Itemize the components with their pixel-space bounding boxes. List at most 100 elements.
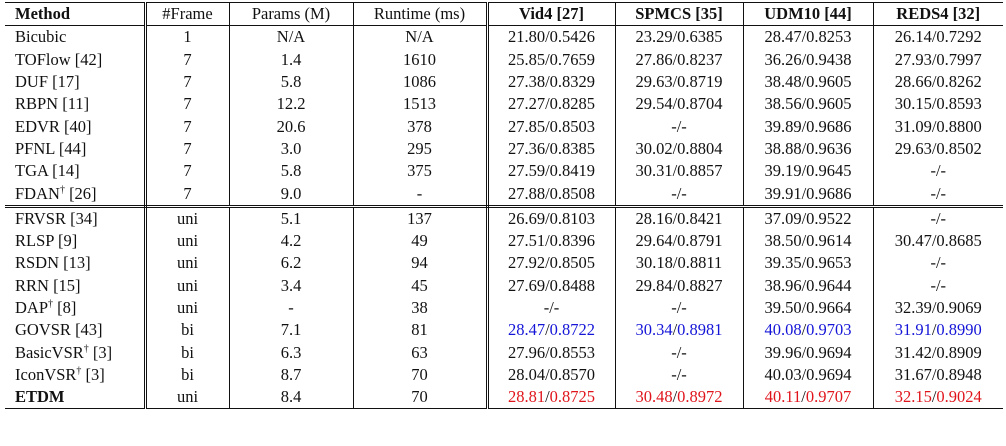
- runtime-cell: 94: [353, 252, 489, 275]
- reds4-cell: 29.63/0.8502: [873, 138, 1003, 160]
- psnr-value: 30.02: [635, 138, 673, 158]
- value-separator: /: [801, 320, 807, 340]
- method-ref: [14]: [48, 161, 80, 181]
- vid4-cell: 27.96/0.8553: [487, 341, 616, 364]
- method-cell: ETDM: [5, 386, 147, 410]
- ssim-value: 0.9636: [806, 138, 852, 158]
- value-separator: /: [672, 138, 678, 158]
- table-row: GOVSR [43] bi 7.1 81 28.47/0.8722 30.34/0.898…: [5, 319, 1003, 342]
- psnr-value: 27.93: [894, 49, 932, 69]
- value-separator: /: [801, 208, 807, 228]
- udm10-cell: 40.03/0.9694: [743, 363, 874, 387]
- method-ref: [26]: [64, 183, 97, 203]
- params-cell: 6.3: [229, 341, 354, 364]
- ssim-value: 0.9438: [806, 49, 852, 69]
- header-runtime: Runtime (ms): [353, 2, 489, 26]
- method-cell: Bicubic: [5, 25, 147, 49]
- psnr-value: 29.63: [894, 138, 932, 158]
- ssim-value: 0.8396: [549, 231, 596, 251]
- method-name: DAP: [15, 298, 49, 317]
- spmcs-cell: 29.63/0.8719: [615, 70, 744, 94]
- ssim-value: 0.8237: [677, 49, 723, 69]
- reds4-cell: 31.09/0.8800: [873, 115, 1003, 137]
- reds4-cell: 27.93/0.7997: [873, 49, 1003, 71]
- frame-cell: uni: [145, 386, 230, 410]
- frame-cell: 7: [145, 70, 230, 94]
- ssim-value: 0.9686: [806, 116, 852, 136]
- value-separator: /: [672, 208, 678, 228]
- reds4-cell: 31.42/0.8909: [873, 341, 1003, 363]
- params-cell: 8.7: [229, 363, 354, 387]
- method-cell: FRVSR [34]: [5, 206, 147, 230]
- table-row: FDAN† [26] 7 9.0-27.88/0.8508 -/- 39.91/0.96…: [5, 182, 1003, 208]
- missing-value: -/-: [671, 364, 687, 384]
- ssim-value: 0.7997: [936, 49, 982, 69]
- table-row: IconVSR† [3] bi 8.7 70 28.04/0.8570 -/- 40.03/…: [5, 363, 1003, 387]
- psnr-value: 26.14: [894, 27, 932, 47]
- method-ref: [8]: [53, 298, 77, 317]
- value-separator: /: [801, 94, 807, 114]
- spmcs-cell: 28.16/0.8421: [615, 206, 744, 230]
- frame-cell: 1: [145, 25, 230, 49]
- runtime-cell: N/A: [353, 25, 489, 49]
- method-name: RRN: [15, 275, 49, 295]
- ssim-value: 0.6385: [677, 27, 723, 47]
- value-separator: /: [545, 231, 550, 251]
- psnr-value: 29.84: [635, 275, 673, 295]
- value-separator: /: [931, 72, 937, 92]
- dagger-mark: †: [48, 298, 54, 310]
- psnr-value: 28.47: [507, 320, 546, 340]
- dagger-mark: †: [59, 184, 65, 196]
- psnr-value: 36.26: [764, 49, 802, 69]
- value-separator: /: [801, 387, 806, 407]
- psnr-value: 27.36: [507, 138, 546, 158]
- spmcs-cell: 29.84/0.8827: [615, 274, 744, 297]
- value-separator: /: [672, 275, 678, 295]
- params-cell: 5.8: [229, 70, 354, 94]
- spmcs-cell: 23.29/0.6385: [615, 25, 744, 49]
- reds4-cell: -/-: [873, 206, 1003, 230]
- table-row: RSDN [13] uni 6.2 94 27.92/0.8505 30.18/0.881…: [5, 252, 1003, 275]
- value-separator: /: [931, 364, 937, 384]
- spmcs-cell: 30.34/0.8981: [615, 319, 744, 342]
- runtime-cell: 1086: [353, 70, 489, 94]
- method-ref: [3]: [88, 342, 113, 362]
- udm10-cell: 40.11/0.9707: [743, 386, 874, 410]
- params-cell: -: [229, 296, 354, 320]
- ssim-value: 0.7292: [936, 27, 982, 47]
- runtime-cell: 70: [353, 386, 489, 410]
- value-separator: /: [931, 138, 937, 158]
- params-cell: 8.4: [229, 386, 354, 410]
- psnr-value: 27.27: [507, 94, 546, 114]
- ssim-value: 0.9605: [806, 94, 852, 114]
- value-separator: /: [545, 72, 550, 92]
- missing-value: -/-: [930, 253, 947, 273]
- value-separator: /: [931, 116, 937, 136]
- table-row: FRVSR [34] uni 5.1 137 26.69/0.8103 28.16/0.8…: [5, 206, 1003, 230]
- value-separator: /: [545, 94, 550, 114]
- vid4-cell: 27.92/0.8505: [487, 252, 616, 275]
- psnr-value: 31.91: [894, 320, 932, 340]
- psnr-value: 30.34: [635, 320, 673, 340]
- method-name: Bicubic: [15, 27, 67, 47]
- value-separator: /: [545, 387, 550, 407]
- frame-cell: bi: [145, 363, 230, 387]
- ssim-value: 0.9605: [806, 72, 852, 92]
- ssim-value: 0.9703: [806, 320, 852, 340]
- params-cell: 20.6: [229, 115, 354, 138]
- udm10-cell: 36.26/0.9438: [743, 48, 874, 71]
- ssim-value: 0.9614: [806, 231, 852, 251]
- ssim-value: 0.8503: [549, 116, 596, 136]
- method-name: RBPN: [15, 94, 59, 114]
- ssim-value: 0.8508: [549, 183, 596, 203]
- runtime-cell: 45: [353, 274, 489, 297]
- udm10-cell: 38.56/0.9605: [743, 93, 874, 116]
- spmcs-cell: -/-: [615, 296, 744, 320]
- vid4-cell: 26.69/0.8103: [487, 206, 616, 230]
- vid4-cell: 27.38/0.8329: [487, 70, 616, 94]
- udm10-cell: 38.88/0.9636: [743, 137, 874, 161]
- params-cell: 5.1: [229, 206, 354, 230]
- ssim-value: 0.9522: [806, 208, 852, 228]
- value-separator: /: [801, 161, 807, 181]
- params-cell: 3.4: [229, 274, 354, 297]
